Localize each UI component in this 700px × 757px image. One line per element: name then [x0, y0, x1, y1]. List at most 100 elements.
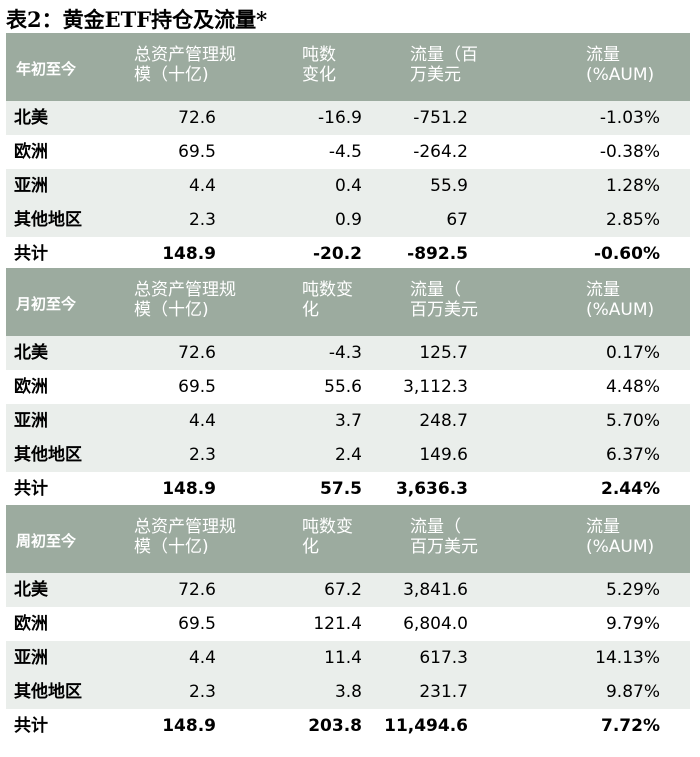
- table-title: 表2：黄金ETF持仓及流量*: [6, 7, 268, 32]
- region-cell: 共计: [14, 244, 48, 264]
- value-cell: 5.29%: [605, 580, 660, 600]
- value-cell: 67.2: [324, 580, 362, 600]
- value-cell: 4.4: [188, 176, 216, 196]
- value-cell: 69.5: [178, 142, 216, 162]
- table-row: 欧洲 69.5 -4.5 -264.2 -0.38%: [6, 135, 690, 169]
- column-header: 吨数变 化: [302, 517, 353, 557]
- value-cell: 57.5: [320, 479, 362, 499]
- value-cell: 72.6: [178, 108, 216, 128]
- value-cell: 67: [446, 210, 468, 230]
- region-cell: 其他地区: [14, 445, 82, 465]
- value-cell: 2.44%: [601, 479, 660, 499]
- value-cell: 125.7: [419, 343, 468, 363]
- value-cell: 148.9: [162, 479, 216, 499]
- value-cell: 3,636.3: [395, 479, 468, 499]
- value-cell: 203.8: [308, 716, 362, 736]
- value-cell: 14.13%: [595, 648, 660, 668]
- column-header: 流量 (%AUM): [586, 517, 655, 557]
- value-cell: 5.70%: [605, 411, 660, 431]
- table-header: 年初至今 总资产管理规 模（十亿) 吨数 变化 流量（百 万美元 流量 (%AUM): [6, 33, 690, 101]
- table-section: 周初至今 总资产管理规 模（十亿) 吨数变 化 流量（ 百万美元 流量 (%AUM) 北美…: [6, 505, 690, 743]
- value-cell: -16.9: [318, 108, 362, 128]
- value-cell: 148.9: [162, 244, 216, 264]
- region-cell: 北美: [14, 580, 48, 600]
- table-row: 北美 72.6 67.2 3,841.6 5.29%: [6, 573, 690, 607]
- column-header: 吨数 变化: [302, 45, 336, 85]
- column-header: 总资产管理规 模（十亿): [134, 45, 236, 85]
- value-cell: 6,804.0: [403, 614, 468, 634]
- value-cell: 2.85%: [605, 210, 660, 230]
- value-cell: 69.5: [178, 614, 216, 634]
- table-section: 月初至今 总资产管理规 模（十亿) 吨数变 化 流量（ 百万美元 流量 (%AUM) 北美…: [6, 268, 690, 506]
- table-row: 欧洲 69.5 55.6 3,112.3 4.48%: [6, 370, 690, 404]
- value-cell: 3,112.3: [403, 377, 468, 397]
- value-cell: -751.2: [413, 108, 468, 128]
- region-cell: 北美: [14, 108, 48, 128]
- value-cell: 9.79%: [605, 614, 660, 634]
- table-row: 亚洲 4.4 0.4 55.9 1.28%: [6, 169, 690, 203]
- table-row: 北美 72.6 -4.3 125.7 0.17%: [6, 336, 690, 370]
- region-cell: 亚洲: [14, 176, 48, 196]
- value-cell: -4.5: [328, 142, 362, 162]
- value-cell: 11.4: [324, 648, 362, 668]
- table-row: 欧洲 69.5 121.4 6,804.0 9.79%: [6, 607, 690, 641]
- table-row: 其他地区 2.3 2.4 149.6 6.37%: [6, 438, 690, 472]
- value-cell: 4.4: [188, 648, 216, 668]
- value-cell: 9.87%: [605, 682, 660, 702]
- column-header: 流量（百 万美元: [410, 45, 478, 85]
- period-label: 月初至今: [16, 295, 77, 313]
- value-cell: 72.6: [178, 343, 216, 363]
- value-cell: 3.7: [334, 411, 362, 431]
- region-cell: 共计: [14, 479, 48, 499]
- column-header: 吨数变 化: [302, 280, 353, 320]
- region-cell: 欧洲: [14, 377, 48, 397]
- value-cell: -1.03%: [599, 108, 660, 128]
- value-cell: 69.5: [178, 377, 216, 397]
- value-cell: 4.4: [188, 411, 216, 431]
- region-cell: 亚洲: [14, 411, 48, 431]
- value-cell: -0.60%: [593, 244, 660, 264]
- value-cell: 617.3: [419, 648, 468, 668]
- region-cell: 亚洲: [14, 648, 48, 668]
- value-cell: 3,841.6: [403, 580, 468, 600]
- region-cell: 共计: [14, 716, 48, 736]
- table-row: 其他地区 2.3 3.8 231.7 9.87%: [6, 675, 690, 709]
- table-row: 亚洲 4.4 3.7 248.7 5.70%: [6, 404, 690, 438]
- table-header: 周初至今 总资产管理规 模（十亿) 吨数变 化 流量（ 百万美元 流量 (%AUM): [6, 505, 690, 573]
- value-cell: -892.5: [407, 244, 468, 264]
- value-cell: 2.3: [188, 210, 216, 230]
- table-row: 其他地区 2.3 0.9 67 2.85%: [6, 203, 690, 237]
- value-cell: 6.37%: [605, 445, 660, 465]
- value-cell: 248.7: [419, 411, 468, 431]
- column-header: 流量（ 百万美元: [410, 280, 478, 320]
- region-cell: 其他地区: [14, 682, 82, 702]
- value-cell: 0.4: [334, 176, 362, 196]
- column-header: 总资产管理规 模（十亿): [134, 280, 236, 320]
- total-row: 共计 148.9 57.5 3,636.3 2.44%: [6, 472, 690, 506]
- value-cell: 7.72%: [601, 716, 660, 736]
- period-label: 周初至今: [16, 532, 77, 550]
- region-cell: 北美: [14, 343, 48, 363]
- value-cell: 4.48%: [605, 377, 660, 397]
- value-cell: -4.3: [328, 343, 362, 363]
- table-row: 北美 72.6 -16.9 -751.2 -1.03%: [6, 101, 690, 135]
- total-row: 共计 148.9 -20.2 -892.5 -0.60%: [6, 237, 690, 271]
- total-row: 共计 148.9 203.8 11,494.6 7.72%: [6, 709, 690, 743]
- column-header: 流量 (%AUM): [586, 45, 655, 85]
- value-cell: 121.4: [313, 614, 362, 634]
- value-cell: 0.17%: [605, 343, 660, 363]
- value-cell: 72.6: [178, 580, 216, 600]
- value-cell: -20.2: [313, 244, 362, 264]
- region-cell: 欧洲: [14, 142, 48, 162]
- table-row: 亚洲 4.4 11.4 617.3 14.13%: [6, 641, 690, 675]
- value-cell: 0.9: [334, 210, 362, 230]
- value-cell: 55.9: [430, 176, 468, 196]
- column-header: 流量 (%AUM): [586, 280, 655, 320]
- value-cell: 2.3: [188, 682, 216, 702]
- period-label: 年初至今: [16, 60, 77, 78]
- value-cell: 231.7: [419, 682, 468, 702]
- value-cell: 149.6: [419, 445, 468, 465]
- value-cell: 11,494.6: [384, 716, 468, 736]
- region-cell: 欧洲: [14, 614, 48, 634]
- table-section: 年初至今 总资产管理规 模（十亿) 吨数 变化 流量（百 万美元 流量 (%AUM) 北美…: [6, 33, 690, 271]
